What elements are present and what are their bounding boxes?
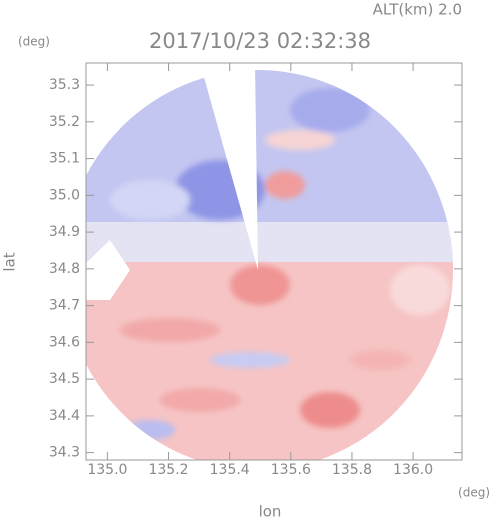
y-tick-label: 35.1 — [49, 151, 80, 167]
x-tick-label: 135.0 — [87, 462, 127, 478]
x-tick-label: 136.0 — [393, 462, 433, 478]
y-tick-label: 34.7 — [49, 298, 80, 314]
y-axis-label: lat — [1, 252, 19, 271]
y-tick-label: 34.6 — [49, 334, 80, 350]
x-axis-label: lon — [259, 503, 282, 521]
y-tick-label: 35.3 — [49, 77, 80, 93]
radar-field — [86, 63, 453, 460]
y-tick-label: 34.4 — [49, 408, 80, 424]
x-unit: (deg) — [458, 486, 490, 500]
annotation: ALT(km) 2.0 — [373, 1, 462, 19]
y-tick-label: 34.8 — [49, 261, 80, 277]
y-unit: (deg) — [18, 35, 50, 49]
chart-title: 2017/10/23 02:32:38 — [149, 29, 371, 53]
x-tick-label: 135.4 — [210, 462, 250, 478]
y-tick-label: 35.2 — [49, 114, 80, 130]
x-tick-label: 135.8 — [332, 462, 372, 478]
x-tick-label: 135.2 — [148, 462, 188, 478]
y-tick-label: 34.5 — [49, 371, 80, 387]
y-tick-label: 35.0 — [49, 187, 80, 203]
plot-frame — [85, 62, 463, 461]
x-tick-label: 135.6 — [271, 462, 311, 478]
y-tick-label: 34.3 — [49, 445, 80, 461]
axes: 135.0 135.2 135.4 135.6 135.8 136.0 34.3 34.4 34… — [49, 63, 462, 478]
y-tick-label: 34.9 — [49, 224, 80, 240]
